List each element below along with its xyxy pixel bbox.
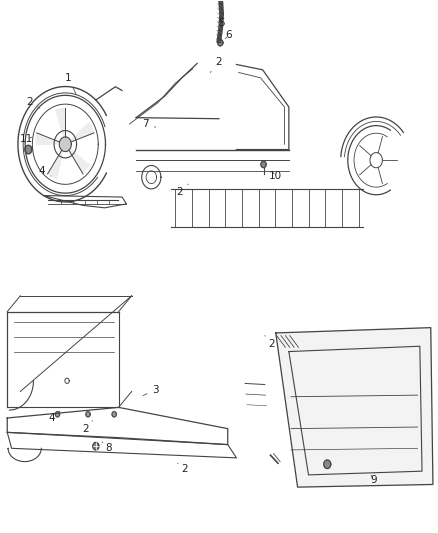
- Text: 2: 2: [177, 184, 188, 197]
- Polygon shape: [112, 411, 117, 417]
- Polygon shape: [218, 39, 223, 46]
- Polygon shape: [59, 137, 71, 151]
- Text: 2: 2: [82, 421, 92, 434]
- Text: 8: 8: [102, 442, 112, 453]
- Polygon shape: [324, 460, 331, 469]
- Text: 7: 7: [142, 119, 155, 129]
- Text: 2: 2: [265, 336, 275, 349]
- Text: 1: 1: [65, 73, 76, 94]
- Polygon shape: [70, 122, 94, 142]
- Text: 5: 5: [218, 18, 225, 28]
- Text: 2: 2: [210, 57, 223, 72]
- Polygon shape: [35, 133, 60, 146]
- Text: 11: 11: [20, 134, 34, 144]
- Polygon shape: [86, 411, 90, 417]
- Polygon shape: [55, 411, 60, 417]
- Text: 3: 3: [143, 385, 159, 395]
- Polygon shape: [261, 161, 266, 167]
- Text: 10: 10: [269, 171, 283, 181]
- Polygon shape: [48, 150, 64, 180]
- Text: 2: 2: [177, 463, 187, 473]
- Text: 4: 4: [39, 166, 51, 176]
- Text: 6: 6: [225, 30, 232, 41]
- Polygon shape: [69, 148, 90, 174]
- Polygon shape: [93, 442, 99, 450]
- Text: 9: 9: [371, 475, 377, 485]
- Polygon shape: [55, 108, 65, 138]
- Polygon shape: [276, 328, 433, 487]
- Text: 4: 4: [49, 411, 60, 423]
- Polygon shape: [25, 146, 32, 154]
- Text: 2: 2: [26, 96, 40, 108]
